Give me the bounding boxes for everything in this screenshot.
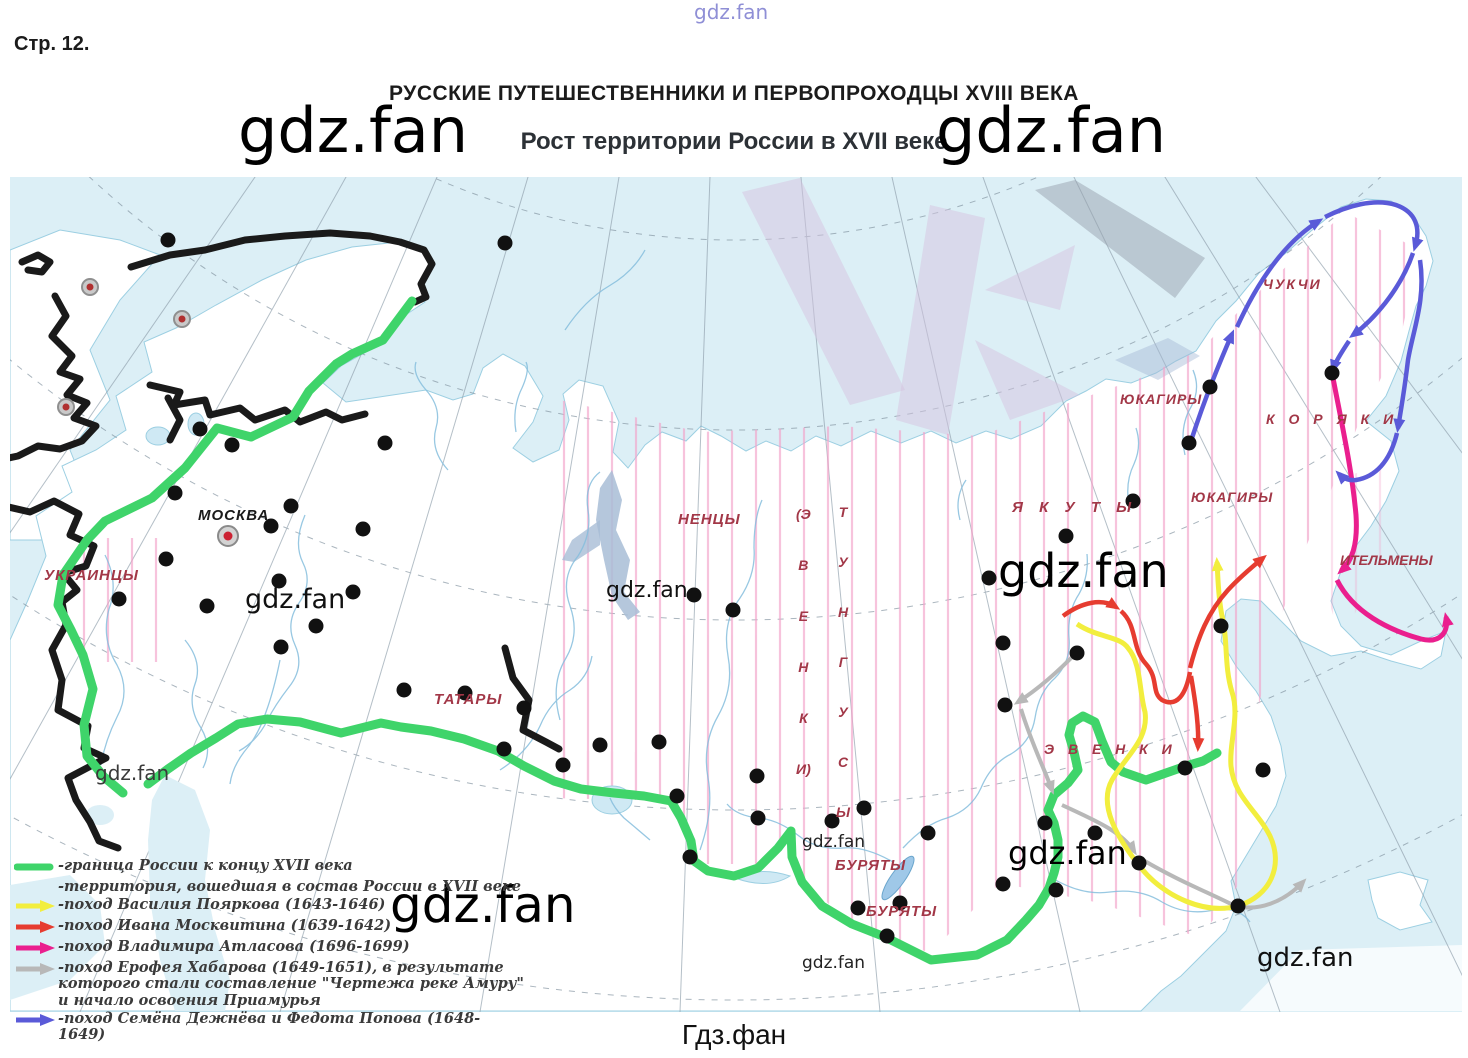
island <box>1367 871 1433 931</box>
legend-item-label: -поход Василия Пояркова (1643-1646) <box>58 895 386 913</box>
route-arrow-icon <box>14 960 58 980</box>
map-label: БУРЯТЫ <box>835 857 907 874</box>
gdz-watermark: gdz.fan <box>95 761 170 785</box>
legend-item-label: -территория, вошедшая в состав России в … <box>58 878 521 895</box>
map-label: К О Р Я К И <box>1266 411 1399 427</box>
gdz-watermark: gdz.fan <box>390 876 576 934</box>
map-label: Я К У Т Ы <box>1012 499 1138 516</box>
rivers <box>100 249 1251 923</box>
footer-brand: Гдз.фан <box>681 1019 787 1050</box>
moscow-marker <box>217 525 239 547</box>
faded-arrow-shapes <box>742 178 1205 435</box>
legend-item: -поход Владимира Атласова (1696-1699) <box>14 937 526 959</box>
legend-item: -территория, вошедшая в состав России в … <box>14 878 526 896</box>
map-label: Э В Е Н К И <box>1044 741 1177 757</box>
route-arrow-icon <box>14 897 58 917</box>
gdz-watermark: gdz.fan <box>606 578 688 603</box>
ringed-cities <box>57 278 239 547</box>
map-label: ЮКАГИРЫ <box>1191 489 1274 505</box>
map-label: ЮКАГИРЫ <box>1120 391 1203 407</box>
route-atlasov <box>1330 377 1454 643</box>
map-label: Т У Н Г У С Ы <box>836 504 850 820</box>
legend-item: -поход Василия Пояркова (1643-1646) <box>14 895 526 917</box>
legend-item: -поход Ивана Москвитина (1639-1642) <box>14 916 526 938</box>
gdz-watermark: gdz.fan <box>802 832 866 852</box>
route-arrow-icon <box>14 1011 58 1031</box>
gdz-watermark: gdz.fan <box>998 544 1169 598</box>
gdz-watermark: gdz.fan <box>245 584 346 615</box>
city-dots <box>111 232 1340 944</box>
route-arrow-icon <box>14 918 58 938</box>
map-label: ЧУКЧИ <box>1263 276 1322 292</box>
map-label: ТАТАРЫ <box>434 691 503 708</box>
legend-item: -граница России к концу XVII века <box>13 857 526 878</box>
legend-item: -поход Ерофея Хабарова (1649-1651), в ре… <box>14 958 526 1010</box>
map-label: ИТЕЛЬМЕНЫ <box>1340 552 1433 568</box>
legend-item-label: -поход Семёна Дежнёва и Федота Попова (1… <box>58 1009 481 1044</box>
map-label: БУРЯТЫ <box>866 903 938 920</box>
map-subtitle: Рост территории России в XVII веке <box>520 128 948 155</box>
page-number-label: Стр. 12. <box>14 33 90 55</box>
land-bottom-right <box>1240 945 1462 1011</box>
legend-item-label: -граница России к концу XVII века <box>58 857 353 874</box>
gdz-watermark: gdz.fan <box>1257 943 1354 973</box>
border-line-swatch <box>13 858 58 878</box>
route-arrow-icon <box>14 939 58 959</box>
territory-hatch-swatch <box>14 879 58 881</box>
gdz-watermark: gdz.fan <box>936 94 1167 167</box>
legend-item-label: -поход Ерофея Хабарова (1649-1651), в ре… <box>58 958 524 1010</box>
legend-item-label: -поход Ивана Москвитина (1639-1642) <box>58 916 392 934</box>
map-label: МОСКВА <box>198 507 270 524</box>
map-label: НЕНЦЫ <box>678 511 741 528</box>
gdz-watermark: gdz.fan <box>802 953 866 973</box>
map-label: УКРАИНЦЫ <box>44 567 139 584</box>
map-label: (Э В Е Н К И) <box>796 506 811 777</box>
gdz-watermark: gdz.fan <box>238 94 469 167</box>
map-legend: -граница России к концу XVII века -террит… <box>13 857 526 1045</box>
route-moskvitin <box>1061 554 1267 752</box>
russia-border-green <box>53 296 1222 965</box>
gdz-watermark: gdz.fan <box>694 0 769 24</box>
gdz-watermark: gdz.fan <box>1008 834 1127 872</box>
western-border-black <box>10 229 563 852</box>
legend-item-label: -поход Владимира Атласова (1696-1699) <box>58 937 410 955</box>
legend-item: -поход Семёна Дежнёва и Федота Попова (1… <box>14 1009 526 1044</box>
map-title: РУССКИЕ ПУТЕШЕСТВЕННИКИ И ПЕРВОПРОХОДЦЫ … <box>389 82 1079 105</box>
